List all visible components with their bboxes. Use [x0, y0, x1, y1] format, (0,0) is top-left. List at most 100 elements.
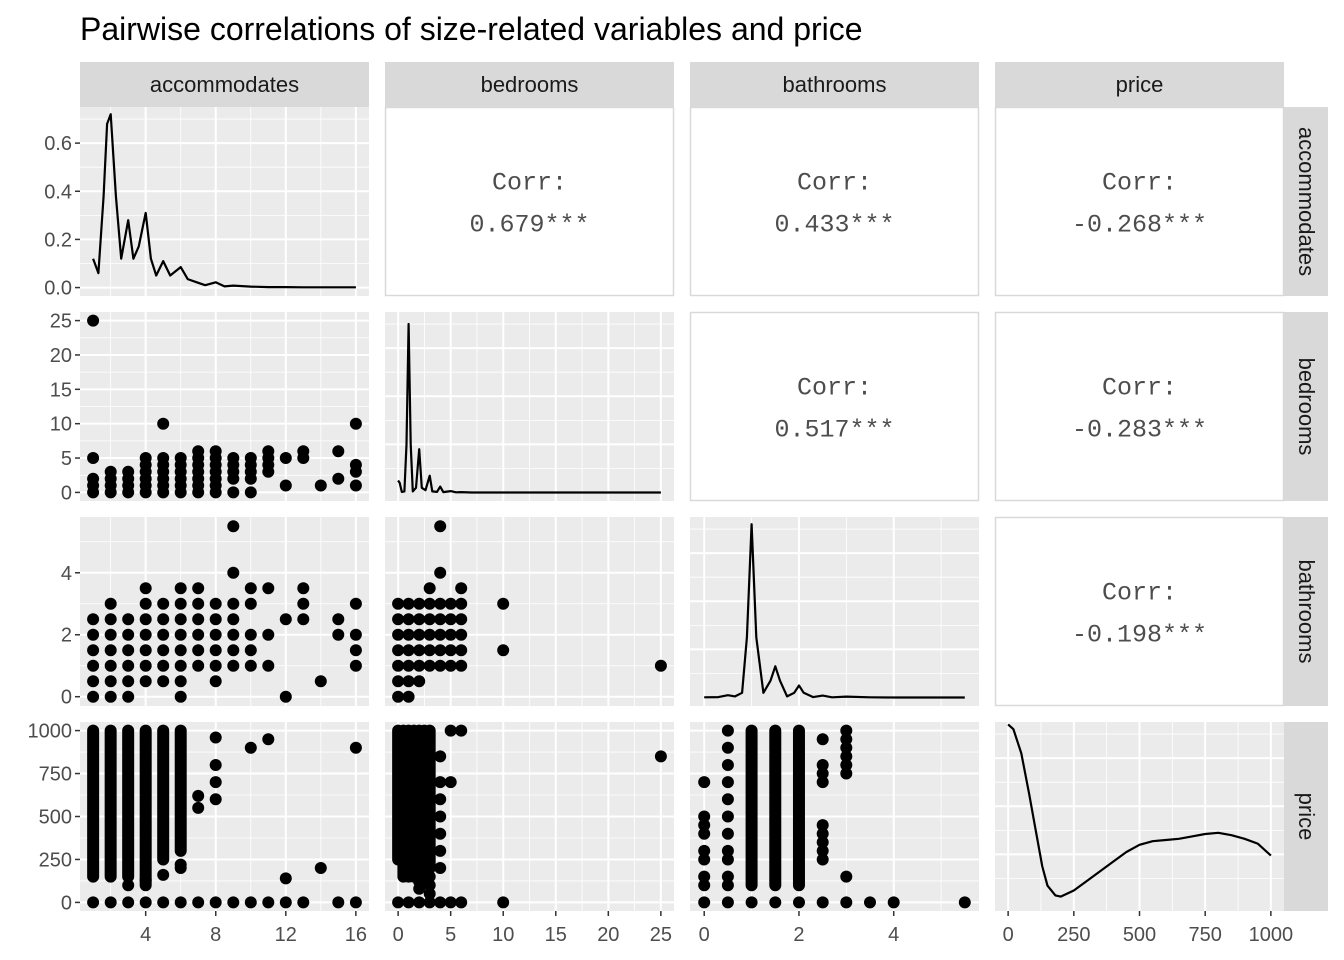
density-curve-price: [1007, 723, 1272, 898]
data-point: [816, 767, 829, 780]
data-point: [402, 675, 415, 688]
strip-top-label-bedrooms: bedrooms: [481, 72, 579, 97]
y-tick-label-price: 250: [39, 849, 72, 871]
data-point: [139, 896, 152, 909]
data-point: [444, 724, 457, 737]
strip-right-label-accommodates: accommodates: [1294, 127, 1319, 276]
strip-top-bedrooms: [385, 62, 674, 107]
data-point: [332, 896, 345, 909]
data-point: [192, 789, 205, 802]
strip-right-price: [1284, 722, 1328, 911]
data-point: [104, 675, 117, 688]
panel-accommodates-bedrooms: Corr: 0.679***: [384, 106, 675, 297]
strip-top-label-price: price: [1116, 72, 1164, 97]
data-point: [209, 793, 222, 806]
data-point: [192, 801, 205, 814]
strip-right-bedrooms: [1284, 312, 1328, 501]
x-tick-label-price: 500: [1123, 924, 1156, 946]
data-point: [402, 628, 415, 641]
data-point: [349, 597, 362, 610]
corr-label: Corr:: [1102, 579, 1177, 608]
y-tick-label-accommodates: 0.4: [44, 181, 72, 203]
data-point: [434, 659, 447, 672]
density-curve-accommodates: [92, 113, 356, 289]
data-point: [279, 479, 292, 492]
data-point: [698, 844, 711, 857]
data-point: [698, 776, 711, 789]
data-point: [721, 853, 734, 866]
y-tick-label-bedrooms: 5: [61, 448, 72, 470]
corr-panel-border: [994, 311, 1285, 502]
data-point: [139, 628, 152, 641]
data-point: [297, 597, 310, 610]
data-point: [87, 472, 100, 485]
data-point: [434, 750, 447, 763]
data-point: [816, 776, 829, 789]
data-point: [423, 879, 436, 892]
data-point: [244, 452, 257, 464]
data-point: [392, 628, 405, 641]
strip-right-label-price: price: [1294, 793, 1319, 841]
y-tick-label-accommodates: 0.6: [44, 133, 72, 155]
data-point: [262, 896, 275, 909]
y-tick-label-price: 0: [61, 892, 72, 914]
data-point: [332, 472, 345, 485]
data-point: [139, 675, 152, 688]
data-point: [840, 733, 853, 746]
data-point: [87, 675, 100, 688]
data-point: [227, 628, 240, 641]
data-point: [721, 870, 734, 883]
data-point: [244, 628, 257, 641]
data-point: [816, 896, 829, 909]
data-point: [139, 644, 152, 657]
data-point: [423, 613, 436, 626]
strip-top-price: [995, 62, 1284, 107]
data-point: [392, 659, 405, 672]
data-point: [262, 659, 275, 672]
data-point: [104, 597, 117, 610]
data-point: [721, 724, 734, 737]
data-point: [392, 597, 405, 610]
data-point: [840, 724, 853, 737]
data-point: [122, 659, 135, 672]
data-point: [423, 659, 436, 672]
data-point: [434, 896, 447, 909]
data-point: [721, 896, 734, 909]
data-point: [122, 879, 135, 892]
data-point: [244, 486, 257, 499]
data-point: [227, 597, 240, 610]
data-point: [444, 628, 457, 641]
data-point: [244, 741, 257, 754]
panel-bathrooms-accommodates: [80, 517, 369, 706]
data-point: [413, 597, 426, 610]
data-point: [104, 613, 117, 626]
data-point: [840, 759, 853, 771]
strip-top-bathrooms: [690, 62, 979, 107]
data-point: [698, 870, 711, 883]
data-point: [816, 827, 829, 840]
data-point: [413, 613, 426, 626]
x-tick-label-price: 1000: [1249, 924, 1294, 946]
corr-value: -0.283***: [1072, 416, 1207, 445]
data-point: [244, 644, 257, 657]
panel-price-price: [995, 722, 1284, 911]
data-point: [139, 613, 152, 626]
data-point: [244, 659, 257, 672]
data-point: [104, 644, 117, 657]
data-point: [444, 613, 457, 626]
data-point: [157, 675, 170, 688]
x-tick-label-bedrooms: 15: [545, 924, 567, 946]
panel-background: [80, 517, 369, 706]
data-point: [349, 458, 362, 471]
data-point: [262, 582, 275, 595]
y-tick-label-accommodates: 0.2: [44, 229, 72, 251]
data-point: [227, 486, 240, 499]
data-point: [721, 759, 734, 771]
x-tick-label-accommodates: 4: [140, 924, 151, 946]
data-point: [413, 659, 426, 672]
data-point: [244, 582, 257, 595]
data-point: [192, 613, 205, 626]
data-point: [174, 659, 187, 672]
data-point: [227, 644, 240, 657]
data-point: [297, 582, 310, 595]
